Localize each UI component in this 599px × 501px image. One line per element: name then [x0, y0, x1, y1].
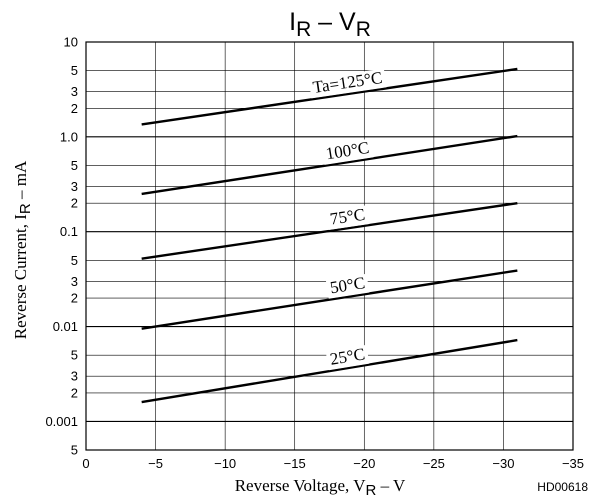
y-tick-label: 3: [71, 179, 78, 194]
y-tick-label: 0.1: [60, 224, 78, 239]
y-tick-label: 2: [71, 196, 78, 211]
y-tick-label: 3: [71, 369, 78, 384]
title-second-sub: R: [356, 18, 371, 41]
y-axis-label: Reverse Current, IR – mA: [11, 160, 34, 339]
x-tick-label: −15: [284, 456, 306, 471]
x-tick-label: −5: [148, 456, 163, 471]
y-axis-label-unit: – mA: [11, 160, 30, 203]
y-tick-label: 10: [64, 35, 78, 50]
series-line: [141, 201, 518, 260]
y-tick-label: 2: [71, 101, 78, 116]
chart-title: IR – VR: [289, 8, 371, 41]
y-tick-label: 1.0: [60, 129, 78, 144]
series-label-bg: [321, 138, 374, 165]
title-second: V: [339, 8, 356, 36]
series-line: [141, 338, 518, 404]
series-label-bg: [325, 205, 370, 231]
y-tick-label: 5: [71, 158, 78, 173]
x-axis-label-text: Reverse Voltage, V: [235, 476, 367, 495]
y-tick-label: 5: [71, 348, 78, 363]
y-tick-label: 5: [71, 63, 78, 78]
title-sep: –: [311, 8, 339, 36]
x-axis-label-unit: – V: [376, 476, 406, 495]
x-tick-label: −30: [492, 456, 514, 471]
x-axis-label-sub: R: [365, 482, 376, 499]
x-tick-label: 0: [82, 456, 89, 471]
x-tick-label: −10: [214, 456, 236, 471]
y-axis-label-sub: R: [17, 203, 34, 214]
y-tick-label: 2: [71, 291, 78, 306]
x-tick-label: −35: [562, 456, 584, 471]
grid-lines: [86, 42, 573, 450]
title-main-sub: R: [296, 18, 311, 41]
series-line: [141, 269, 518, 330]
title-main: I: [289, 8, 296, 36]
y-tick-label: 3: [71, 274, 78, 289]
y-tick-label: 2: [71, 385, 78, 400]
y-tick-label: 0.001: [45, 414, 78, 429]
series-label-bg: [325, 273, 370, 299]
series-line: [141, 67, 518, 126]
plot-frame: [85, 41, 574, 451]
series-label-bg: [308, 68, 387, 99]
series-line: [141, 134, 518, 196]
y-tick-label: 3: [71, 84, 78, 99]
figure-code: HD00618: [537, 480, 588, 494]
series-label: 75°C: [329, 205, 367, 229]
x-axis-label: Reverse Voltage, VR – V: [235, 476, 406, 499]
x-tick-label: −25: [423, 456, 445, 471]
y-tick-label: 0.01: [53, 319, 78, 334]
y-axis-label-text: Reverse Current, I: [11, 214, 30, 339]
x-tick-label: −20: [353, 456, 375, 471]
y-tick-label: 5: [71, 443, 78, 458]
y-tick-label: 5: [71, 253, 78, 268]
series-label-bg: [325, 344, 370, 371]
